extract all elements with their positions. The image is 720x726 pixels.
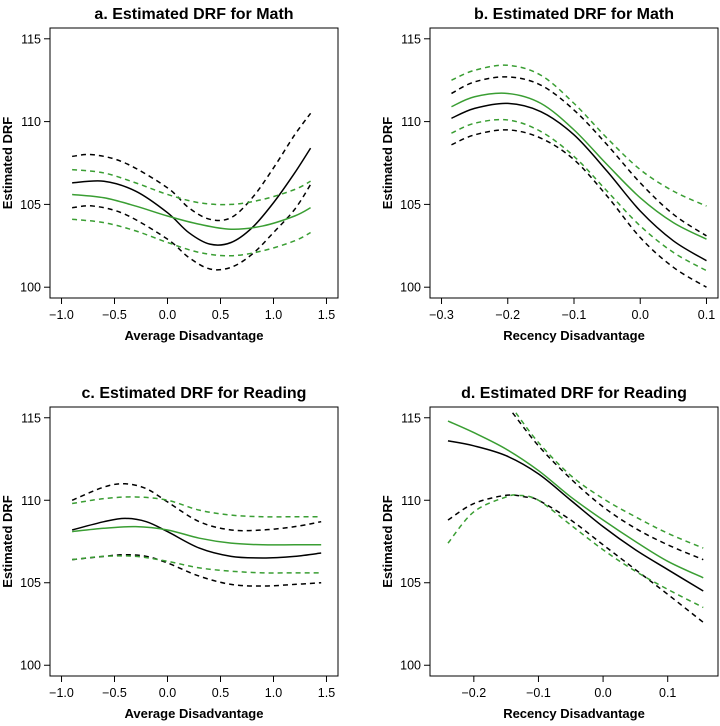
y-tick-label: 100 [20, 281, 41, 295]
x-tick-label: 0.0 [159, 686, 176, 700]
confidence-band-line-green [451, 64, 707, 207]
y-tick-label: 110 [401, 115, 421, 129]
plot-frame [429, 406, 719, 677]
x-tick-label: −0.5 [102, 686, 127, 700]
y-axis-label: Estimated DRF [380, 117, 395, 210]
y-tick-label: 105 [400, 198, 421, 212]
series-line-green [72, 193, 311, 231]
x-axis-label: Average Disadvantage [125, 706, 264, 721]
y-tick-label: 110 [401, 494, 421, 508]
series-line-green [447, 420, 704, 579]
chart-title: d. Estimated DRF for Reading [461, 385, 687, 402]
y-tick-label: 105 [20, 198, 41, 212]
confidence-band-line-black [451, 76, 707, 237]
x-tick-label: 0.0 [159, 308, 176, 322]
confidence-band-line-green [451, 118, 707, 272]
series-group [71, 482, 322, 587]
plot-frame [49, 27, 339, 299]
confidence-band-line-green [72, 218, 311, 257]
y-tick-label: 115 [401, 411, 421, 425]
series-line-black [447, 440, 704, 592]
x-tick-label: −0.2 [495, 308, 520, 322]
x-tick-label: 1.5 [318, 686, 335, 700]
y-tick-label: 105 [20, 576, 41, 590]
x-tick-label: −0.1 [562, 308, 587, 322]
y-tick-label: 110 [21, 494, 41, 508]
x-tick-label: −0.2 [461, 686, 486, 700]
series-group [447, 412, 704, 623]
x-tick-label: 0.5 [212, 686, 229, 700]
y-tick-label: 105 [400, 576, 421, 590]
confidence-band-line-black [451, 129, 707, 288]
confidence-band-line-black [72, 184, 312, 271]
series-line-black [72, 147, 312, 246]
chart-title: a. Estimated DRF for Math [94, 6, 293, 23]
y-tick-label: 115 [401, 32, 421, 46]
confidence-band-line-black [512, 412, 704, 561]
y-axis-label: Estimated DRF [0, 495, 15, 588]
x-tick-label: 1.0 [265, 308, 282, 322]
x-tick-label: −0.3 [429, 308, 454, 322]
series-line-green [72, 525, 322, 546]
chart-title: c. Estimated DRF for Reading [82, 385, 307, 402]
confidence-band-line-green [72, 555, 322, 574]
x-tick-label: 1.0 [265, 686, 282, 700]
confidence-band-line-black [71, 482, 322, 532]
y-tick-label: 115 [21, 411, 41, 425]
y-tick-label: 100 [400, 281, 421, 295]
x-tick-label: 0.5 [212, 308, 229, 322]
chart-panel-3: c. Estimated DRF for Reading −1.0 −0.5 0.0 0… [0, 385, 339, 721]
series-line-black [451, 102, 707, 262]
x-tick-label: 0.0 [594, 686, 611, 700]
x-tick-label: 1.5 [318, 308, 335, 322]
y-axis-label: Estimated DRF [380, 495, 395, 588]
plot-frame [49, 406, 339, 677]
x-axis-label: Recency Disadvantage [503, 328, 645, 343]
chart-panel-2: b. Estimated DRF for Math −0.3 −0.2 −0.1 0.0… [380, 6, 719, 343]
y-tick-label: 110 [21, 115, 41, 129]
confidence-band-line-black [72, 112, 312, 222]
x-tick-label: 0.1 [698, 308, 715, 322]
plot-frame [429, 27, 719, 299]
chart-panel-1: a. Estimated DRF for Math −1.0 −0.5 0.0 0.5 1… [0, 6, 339, 343]
chart-panel-4: d. Estimated DRF for Reading −0.2 −0.1 0.0 0… [380, 385, 719, 721]
x-tick-label: −1.0 [49, 308, 74, 322]
confidence-band-line-green [72, 168, 311, 206]
x-axis-label: Recency Disadvantage [503, 706, 645, 721]
series-line-black [71, 517, 322, 559]
y-tick-label: 100 [400, 659, 421, 673]
confidence-band-line-green [515, 412, 704, 549]
confidence-band-line-green [72, 496, 322, 518]
confidence-band-line-black [72, 553, 322, 587]
x-tick-label: 0.0 [632, 308, 649, 322]
x-tick-label: 0.1 [659, 686, 676, 700]
y-tick-label: 115 [21, 32, 41, 46]
series-group [72, 112, 312, 271]
series-group [451, 64, 707, 288]
y-axis-label: Estimated DRF [0, 117, 15, 210]
x-tick-label: −1.0 [49, 686, 74, 700]
confidence-band-line-black [447, 494, 704, 623]
x-axis-label: Average Disadvantage [125, 328, 264, 343]
confidence-band-line-green [447, 494, 704, 609]
chart-title: b. Estimated DRF for Math [474, 6, 674, 23]
x-tick-label: −0.5 [102, 308, 127, 322]
y-tick-label: 100 [20, 659, 41, 673]
x-tick-label: −0.1 [526, 686, 551, 700]
series-line-green [451, 92, 707, 240]
